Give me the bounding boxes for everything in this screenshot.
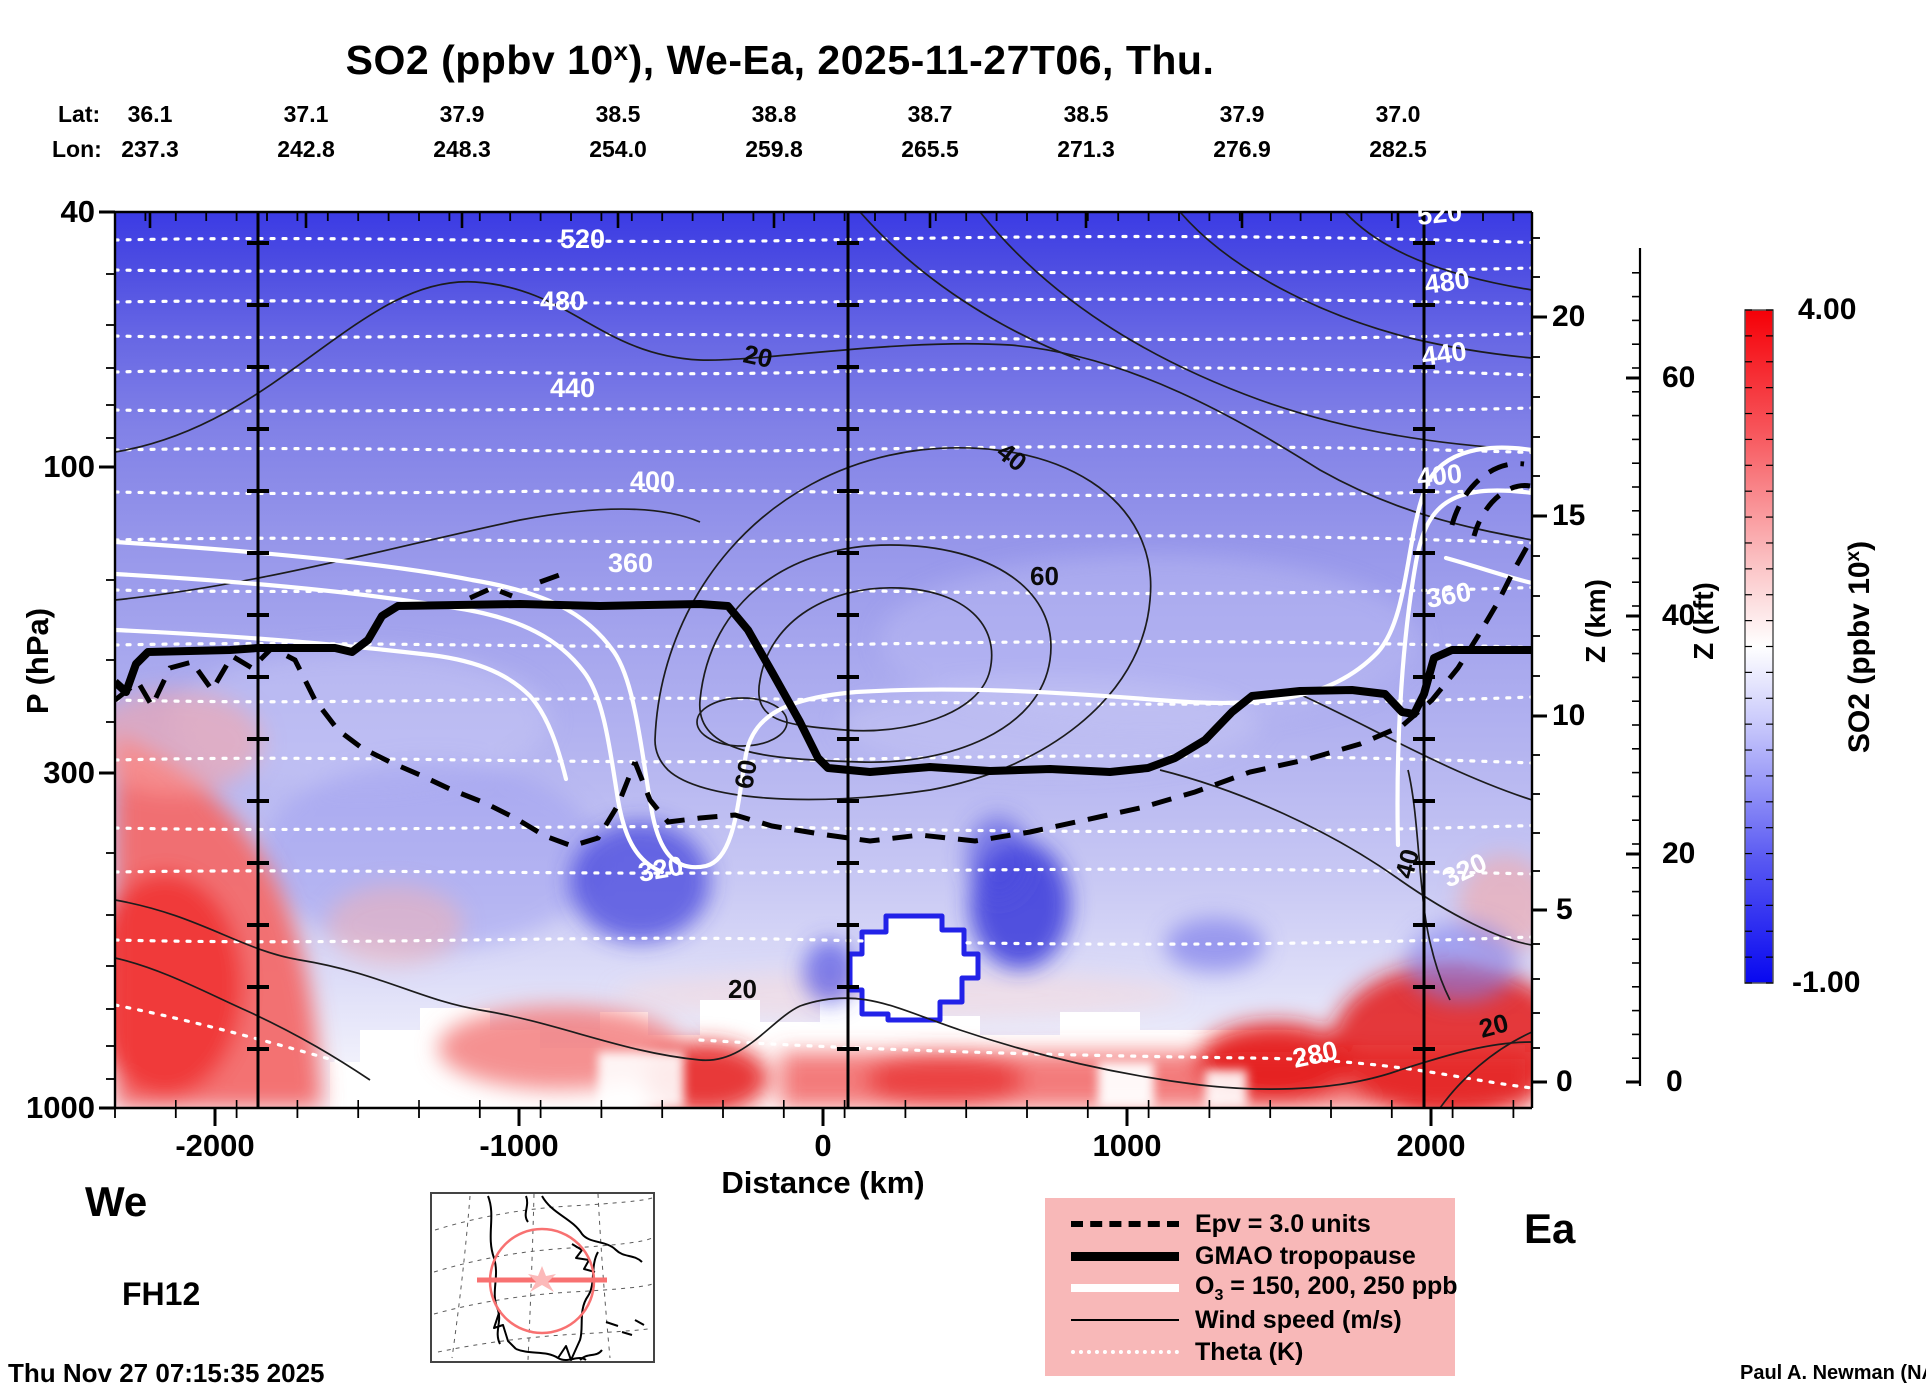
map-inset — [430, 1192, 655, 1363]
theta-label: 440 — [550, 373, 595, 403]
lon-row-label: Lon: — [52, 136, 102, 162]
legend-row-epv: Epv = 3.0 units — [1071, 1208, 1455, 1240]
theta-label: 400 — [1415, 458, 1463, 493]
lat-value: 37.9 — [439, 101, 485, 127]
zkft-tick: 20 — [1662, 837, 1696, 870]
tropopause-line-sample — [1071, 1251, 1179, 1261]
lat-value: 37.0 — [1375, 101, 1421, 127]
pressure-tick: 1000 — [26, 1090, 95, 1125]
distance-axis-title: Distance (km) — [721, 1165, 925, 1200]
zkm-axis-title: Z (km) — [1580, 579, 1611, 663]
lat-value: 38.8 — [751, 101, 797, 127]
zkm-tick: 0 — [1556, 1065, 1573, 1098]
legend-row-ozone: O3 = 150, 200, 250 ppb — [1071, 1271, 1458, 1304]
lat-value: 37.1 — [283, 101, 329, 127]
ozone-contours — [115, 445, 1532, 875]
wind-line-sample — [1071, 1319, 1179, 1321]
zkm-tick: 10 — [1552, 699, 1586, 732]
axes — [99, 210, 1642, 1126]
pressure-tick: 300 — [43, 755, 95, 790]
pressure-tick: 40 — [60, 194, 95, 229]
wind-speed-contours — [115, 212, 1532, 1108]
theta-label: 400 — [630, 466, 675, 496]
legend: Epv = 3.0 units GMAO tropopause O3 = 150… — [1045, 1198, 1458, 1376]
wind-label: 60 — [728, 757, 763, 791]
wind-label: 60 — [1030, 561, 1059, 591]
legend-label: O3 = 150, 200, 250 ppb — [1195, 1271, 1458, 1304]
zkm-tick: 5 — [1556, 893, 1573, 926]
zkft-tick: 40 — [1662, 599, 1696, 632]
lat-value: 38.5 — [1063, 101, 1109, 127]
lat-value: 37.9 — [1219, 101, 1265, 127]
range-circle — [488, 1227, 596, 1335]
center-star — [528, 1266, 556, 1292]
lon-value: 237.3 — [121, 136, 179, 162]
graticule — [433, 1193, 653, 1361]
zkm-tick: 20 — [1552, 300, 1586, 333]
wind-label: 20 — [741, 339, 776, 374]
distance-tick: -1000 — [479, 1128, 559, 1163]
lat-value: 38.5 — [595, 101, 641, 127]
timestamp: Thu Nov 27 07:15:35 2025 — [8, 1358, 325, 1388]
colorbar-min: -1.00 — [1792, 966, 1861, 999]
distance-tick: 2000 — [1396, 1128, 1466, 1163]
distance-tick: 1000 — [1092, 1128, 1162, 1163]
lon-value: 242.8 — [277, 136, 335, 162]
legend-row-wind: Wind speed (m/s) — [1071, 1304, 1455, 1336]
theta-line-sample — [1071, 1350, 1179, 1354]
legend-label: Wind speed (m/s) — [1195, 1305, 1402, 1334]
east-endpoint-label: Ea — [1524, 1205, 1576, 1252]
lon-value: 254.0 — [589, 136, 647, 162]
lon-value: 259.8 — [745, 136, 803, 162]
pressure-tick: 100 — [43, 449, 95, 484]
zkft-tick: 0 — [1666, 1065, 1683, 1098]
colorbar-max: 4.00 — [1798, 293, 1857, 326]
legend-row-theta: Theta (K) — [1071, 1336, 1455, 1368]
theta-label: 520 — [560, 224, 605, 254]
plot-title: SO2 (ppbv 10x), We-Ea, 2025-11-27T06, Th… — [345, 36, 1215, 83]
so2-void-blob — [847, 913, 981, 1023]
forecast-hour-label: FH12 — [122, 1276, 201, 1312]
lat-value: 38.7 — [907, 101, 953, 127]
waypoint-marker-lines — [247, 212, 1435, 1108]
theta-label: 360 — [608, 548, 653, 578]
pressure-axis-title: P (hPa) — [20, 607, 55, 715]
theta-label: 520 — [1415, 196, 1463, 231]
zkm-tick: 15 — [1552, 499, 1586, 532]
lat-row-label: Lat: — [58, 101, 101, 127]
ozone-line-sample — [1071, 1284, 1179, 1292]
distance-tick: -2000 — [175, 1128, 255, 1163]
distance-tick: 0 — [814, 1128, 832, 1163]
zkft-tick: 60 — [1662, 361, 1696, 394]
theta-label: 480 — [540, 286, 585, 316]
tropopause-line — [115, 600, 1532, 776]
lon-value: 282.5 — [1369, 136, 1427, 162]
wind-label: 20 — [728, 974, 757, 1004]
theta-label: 480 — [1423, 264, 1472, 300]
theta-label: 440 — [1420, 336, 1469, 372]
epv-line-sample — [1071, 1221, 1179, 1227]
epv-contour — [115, 461, 1531, 849]
legend-label: Epv = 3.0 units — [1195, 1209, 1371, 1238]
credit: Paul A. Newman (NASA — [1740, 1362, 1926, 1384]
colorbar — [1744, 309, 1774, 984]
lon-value: 265.5 — [901, 136, 959, 162]
so2-fill-field — [115, 212, 1532, 1108]
west-endpoint-label: We — [85, 1178, 148, 1225]
legend-label: Theta (K) — [1195, 1337, 1304, 1366]
lon-value: 276.9 — [1213, 136, 1271, 162]
lon-value: 271.3 — [1057, 136, 1115, 162]
lon-value: 248.3 — [433, 136, 491, 162]
zkft-axis-title: Z (kft) — [1688, 582, 1719, 660]
lat-value: 36.1 — [127, 101, 173, 127]
legend-label: GMAO tropopause — [1195, 1241, 1416, 1270]
legend-row-tropopause: GMAO tropopause — [1071, 1240, 1455, 1272]
colorbar-title: SO2 (ppbv 10x) — [1843, 540, 1876, 754]
